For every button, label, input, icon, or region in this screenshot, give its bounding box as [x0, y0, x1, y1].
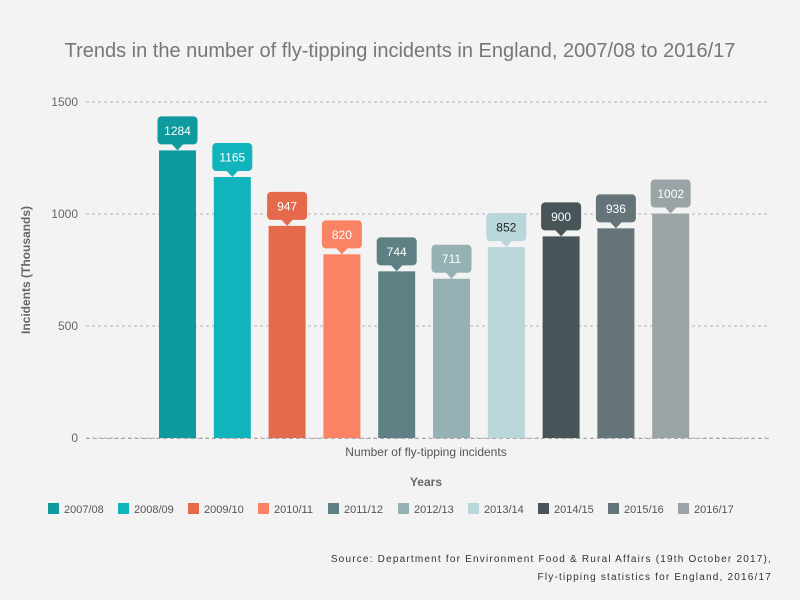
y-tick-label: 1000 — [51, 207, 78, 221]
data-label-bubble: 1165 — [212, 143, 253, 178]
bubble-pointer — [226, 170, 239, 178]
bubble-box — [541, 202, 582, 231]
bubble-pointer — [335, 247, 348, 255]
bubble-box — [212, 143, 253, 172]
data-label-bubble: 936 — [595, 194, 636, 229]
legend-label: 2010/11 — [274, 504, 313, 516]
y-tick-label: 0 — [71, 431, 78, 445]
bar — [159, 150, 196, 438]
bubble-pointer — [281, 219, 294, 226]
legend-label: 2015/16 — [624, 504, 664, 516]
bar — [487, 247, 525, 438]
source-line-2: Fly-tipping statistics for England, 2016… — [538, 572, 772, 583]
bubble-box — [650, 179, 691, 208]
legend-item: 2012/13 — [398, 503, 454, 516]
bubble-box — [321, 220, 362, 249]
legend-item: 2013/14 — [468, 503, 524, 516]
data-label: 1284 — [164, 124, 191, 138]
data-labels: 1284 1165 947 820 744 711 852 900 936 1002 — [157, 116, 691, 279]
bubble-box — [157, 116, 198, 145]
bubble-pointer — [500, 240, 513, 248]
y-tick-label: 1500 — [51, 95, 78, 109]
legend-swatch — [48, 503, 59, 514]
bar — [652, 213, 690, 438]
data-label: 936 — [606, 202, 626, 216]
legend-swatch — [538, 503, 549, 514]
legend-item: 2009/10 — [188, 503, 244, 516]
data-label: 1165 — [219, 151, 245, 165]
legend-label: 2016/17 — [694, 504, 734, 516]
bar — [542, 236, 580, 438]
data-label-bubble: 852 — [486, 213, 527, 248]
legend-swatch — [188, 503, 199, 514]
legend: 2007/08 2008/09 2009/10 2010/11 2011/12 2012/… — [48, 503, 734, 516]
data-label: 1002 — [657, 187, 684, 201]
bubble-box — [486, 213, 527, 242]
bar — [597, 228, 635, 438]
data-label: 820 — [332, 228, 352, 242]
y-tick-label: 500 — [58, 319, 78, 333]
legend-label: 2014/15 — [554, 504, 594, 516]
chart-title: Trends in the number of fly-tipping inci… — [65, 40, 736, 62]
legend-label: 2012/13 — [414, 504, 454, 516]
data-label-bubble: 711 — [431, 244, 472, 279]
legend-item: 2014/15 — [538, 503, 594, 516]
legend-item: 2008/09 — [118, 503, 174, 516]
data-label: 900 — [551, 210, 571, 224]
data-label: 711 — [442, 252, 461, 266]
data-label: 852 — [496, 221, 516, 235]
bubble-pointer — [664, 207, 677, 214]
bubble-pointer — [609, 221, 622, 229]
bubble-box — [431, 244, 472, 273]
legend-label: 2011/12 — [344, 504, 383, 516]
data-label-bubble: 947 — [267, 191, 308, 226]
x-axis-label: Years — [410, 475, 442, 489]
legend-swatch — [328, 503, 339, 514]
bubble-pointer — [390, 264, 403, 272]
y-axis-label: Incidents (Thousands) — [19, 206, 33, 334]
data-label: 947 — [277, 199, 297, 213]
data-label: 744 — [387, 245, 407, 259]
bubble-pointer — [555, 229, 568, 237]
legend-item: 2016/17 — [678, 503, 734, 516]
bars — [159, 150, 690, 439]
bubble-pointer — [445, 272, 458, 279]
bubble-box — [376, 237, 417, 266]
legend-label: 2008/09 — [134, 504, 174, 516]
legend-swatch — [678, 503, 689, 514]
bar — [213, 177, 251, 439]
legend-item: 2007/08 — [48, 503, 104, 516]
bar — [433, 278, 470, 438]
bar — [378, 271, 416, 438]
data-label-bubble: 900 — [541, 202, 582, 237]
legend-item: 2015/16 — [608, 503, 664, 516]
legend-item: 2010/11 — [258, 503, 313, 516]
legend-swatch — [258, 503, 269, 514]
bubble-box — [267, 191, 308, 220]
bubble-box — [595, 194, 636, 223]
data-label-bubble: 1284 — [157, 116, 198, 151]
category-label: Number of fly-tipping incidents — [345, 445, 506, 459]
legend-swatch — [608, 503, 619, 514]
data-label-bubble: 744 — [376, 237, 417, 272]
data-label-bubble: 820 — [321, 220, 362, 255]
bar — [268, 225, 306, 438]
legend-label: 2013/14 — [484, 504, 524, 516]
legend-item: 2011/12 — [328, 503, 383, 516]
legend-swatch — [398, 503, 409, 514]
bar — [323, 254, 361, 438]
data-label-bubble: 1002 — [650, 179, 691, 214]
source-line-1: Source: Department for Environment Food … — [331, 554, 772, 565]
legend-swatch — [118, 503, 129, 514]
legend-swatch — [468, 503, 479, 514]
bubble-pointer — [171, 143, 184, 151]
legend-label: 2007/08 — [64, 504, 104, 516]
legend-label: 2009/10 — [204, 504, 244, 516]
